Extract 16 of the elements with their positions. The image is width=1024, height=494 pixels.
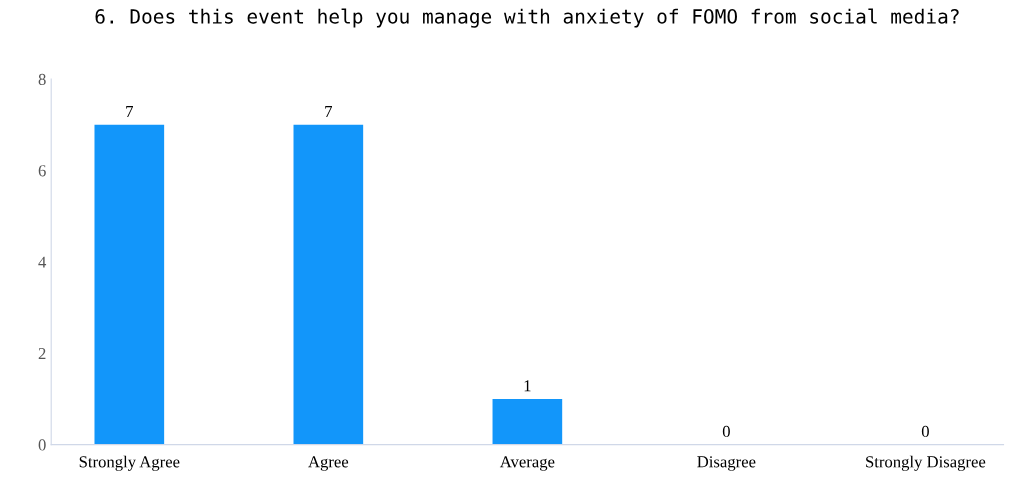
data-label: 1 (524, 380, 531, 392)
y-tick-label: 2 (38, 347, 46, 359)
chart-title: 6. Does this event help you manage with anxiety of FOMO from social media? (95, 8, 959, 28)
y-tick-label: 8 (38, 73, 46, 85)
y-tick-label: 6 (38, 165, 46, 177)
y-tick-label: 4 (38, 256, 47, 268)
data-label: 7 (126, 106, 133, 118)
data-label: 0 (921, 425, 929, 438)
x-tick-label: Strongly Disagree (866, 455, 986, 471)
data-label: 7 (325, 106, 333, 118)
x-tick-label: Disagree (697, 456, 756, 471)
x-tick-label: Average (499, 456, 555, 471)
y-tick-label: 0 (38, 439, 46, 451)
x-tick-label: Strongly Agree (79, 455, 180, 471)
x-tick-label: Agree (308, 456, 349, 471)
data-label: 0 (722, 425, 730, 438)
